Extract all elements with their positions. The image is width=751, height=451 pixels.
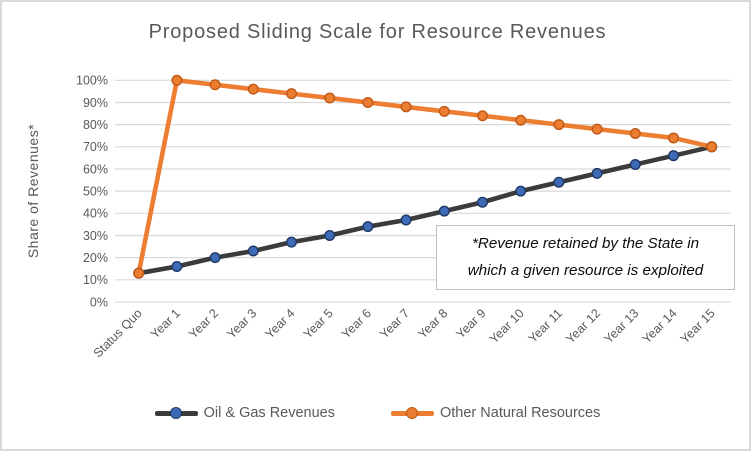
x-tick-label: Year 6: [339, 306, 374, 341]
data-point-marker: [324, 92, 336, 104]
x-tick-label: Year 14: [640, 306, 680, 346]
data-point-marker: [438, 205, 450, 217]
series-line-0: [136, 144, 715, 276]
data-point-marker: [591, 167, 603, 179]
data-point-marker: [209, 252, 221, 264]
data-point-marker: [362, 96, 374, 108]
legend-marker-dot: [406, 407, 418, 419]
data-point-marker: [591, 123, 603, 135]
legend-label-other-resources: Other Natural Resources: [440, 405, 601, 421]
x-tick-label: Year 3: [224, 306, 259, 341]
data-point-marker: [438, 105, 450, 117]
legend-item-oil-gas: Oil & Gas Revenues: [154, 405, 335, 421]
y-tick-label: 20%: [83, 251, 108, 265]
annotation-line-1: *Revenue retained by the State in: [471, 235, 700, 253]
data-point-marker: [629, 159, 641, 171]
data-point-marker: [362, 221, 374, 233]
data-point-marker: [400, 101, 412, 113]
data-point-marker: [553, 119, 565, 131]
y-tick-label: 90%: [83, 96, 108, 110]
series-line-1: [136, 78, 715, 276]
data-point-marker: [209, 79, 221, 91]
data-point-marker: [324, 229, 336, 241]
data-point-marker: [668, 132, 680, 144]
x-tick-label: Year 8: [415, 306, 450, 341]
x-tick-label: Year 13: [601, 306, 641, 346]
legend-marker-dot: [169, 407, 182, 419]
y-tick-label: 0%: [90, 295, 108, 309]
x-tick-label: Year 5: [301, 306, 336, 341]
data-point-marker: [553, 176, 565, 188]
x-tick-label: Year 15: [678, 306, 718, 346]
oil-gas-series-icon: [154, 407, 198, 420]
other-resources-series-icon: [391, 407, 434, 420]
data-point-marker: [286, 88, 298, 100]
x-tick-label: Year 1: [148, 306, 183, 341]
y-tick-label: 80%: [83, 118, 108, 132]
data-point-marker: [171, 74, 183, 86]
data-point-marker: [477, 196, 489, 208]
x-tick-label: Year 10: [487, 306, 527, 346]
x-tick-label: Year 11: [526, 306, 565, 345]
annotation-line-2: which a given resource is exploited: [467, 261, 704, 279]
data-point-marker: [171, 261, 183, 273]
y-axis-title: Share of Revenues*: [25, 124, 41, 258]
data-point-marker: [247, 83, 259, 95]
data-point-marker: [515, 185, 527, 197]
data-point-marker: [286, 236, 298, 248]
y-tick-label: 30%: [83, 229, 108, 243]
data-point-marker: [247, 245, 259, 257]
y-tick-label: 50%: [83, 185, 108, 199]
data-point-marker: [400, 214, 412, 226]
data-point-marker: [515, 114, 527, 126]
x-tick-label: Year 7: [377, 306, 412, 341]
chart-title: Proposed Sliding Scale for Resource Reve…: [148, 21, 607, 43]
data-point-marker: [133, 267, 145, 279]
y-tick-label: 40%: [83, 207, 108, 221]
legend-label-oil-gas: Oil & Gas Revenues: [203, 405, 335, 421]
data-point-marker: [477, 110, 489, 122]
x-tick-label: Status Quo: [91, 306, 145, 360]
x-tick-label: Year 9: [453, 306, 488, 341]
y-tick-label: 10%: [83, 273, 108, 287]
y-tick-label: 70%: [83, 140, 108, 154]
legend: Oil & Gas Revenues Other Natural Resourc…: [2, 405, 749, 421]
data-point-marker: [668, 150, 680, 162]
y-tick-label: 60%: [83, 162, 108, 176]
data-point-marker: [629, 128, 641, 140]
annotation-box: *Revenue retained by the State in which …: [436, 225, 735, 290]
legend-item-other-resources: Other Natural Resources: [391, 405, 600, 421]
x-tick-label: Year 12: [563, 306, 603, 346]
x-tick-label: Year 2: [186, 306, 221, 341]
y-tick-label: 100%: [76, 74, 108, 88]
data-point-marker: [706, 141, 718, 153]
x-tick-label: Year 4: [262, 306, 297, 341]
